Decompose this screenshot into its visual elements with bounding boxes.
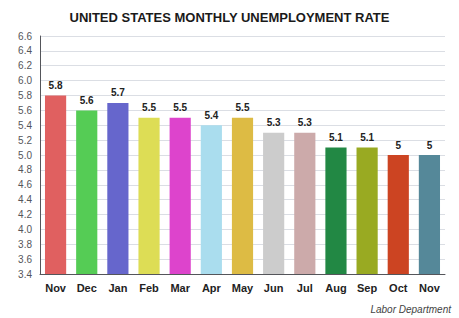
- svg-text:Jan: Jan: [108, 282, 127, 294]
- svg-text:Feb: Feb: [139, 282, 159, 294]
- svg-text:6.2: 6.2: [18, 60, 32, 71]
- svg-text:6.6: 6.6: [18, 31, 32, 42]
- svg-text:Sep: Sep: [357, 282, 377, 294]
- svg-text:Nov: Nov: [45, 282, 67, 294]
- svg-text:5.1: 5.1: [329, 132, 343, 143]
- svg-text:5.5: 5.5: [173, 102, 187, 113]
- svg-text:3.4: 3.4: [18, 269, 32, 280]
- svg-text:6.0: 6.0: [18, 75, 32, 86]
- svg-text:4.6: 4.6: [18, 179, 32, 190]
- svg-text:5.7: 5.7: [111, 87, 125, 98]
- svg-text:UNITED STATES MONTHLY UNEMPLOY: UNITED STATES MONTHLY UNEMPLOYMENT RATE: [70, 10, 390, 25]
- svg-text:Jun: Jun: [264, 282, 284, 294]
- svg-text:3.8: 3.8: [18, 239, 32, 250]
- svg-text:Nov: Nov: [419, 282, 441, 294]
- svg-text:4.4: 4.4: [18, 194, 32, 205]
- svg-text:5: 5: [427, 140, 433, 151]
- svg-text:Dec: Dec: [77, 282, 97, 294]
- svg-text:6.4: 6.4: [18, 45, 32, 56]
- svg-text:Aug: Aug: [325, 282, 346, 294]
- svg-text:5.4: 5.4: [204, 110, 218, 121]
- svg-text:Labor Department: Labor Department: [370, 304, 452, 315]
- svg-text:3.6: 3.6: [18, 254, 32, 265]
- svg-text:4.8: 4.8: [18, 164, 32, 175]
- svg-text:5: 5: [395, 140, 401, 151]
- svg-text:5.5: 5.5: [142, 102, 156, 113]
- svg-text:5.5: 5.5: [236, 102, 250, 113]
- svg-text:May: May: [232, 282, 254, 294]
- svg-text:5.6: 5.6: [18, 105, 32, 116]
- svg-text:5.3: 5.3: [267, 117, 281, 128]
- svg-text:4.0: 4.0: [18, 224, 32, 235]
- svg-text:Mar: Mar: [170, 282, 190, 294]
- svg-text:Apr: Apr: [202, 282, 222, 294]
- svg-text:5.1: 5.1: [360, 132, 374, 143]
- svg-text:Jul: Jul: [297, 282, 313, 294]
- svg-text:5.0: 5.0: [18, 150, 32, 161]
- svg-text:Oct: Oct: [389, 282, 408, 294]
- svg-text:5.2: 5.2: [18, 135, 32, 146]
- svg-text:4.2: 4.2: [18, 209, 32, 220]
- svg-text:5.8: 5.8: [18, 90, 32, 101]
- svg-text:5.3: 5.3: [298, 117, 312, 128]
- svg-text:5.8: 5.8: [49, 80, 63, 91]
- svg-text:5.4: 5.4: [18, 120, 32, 131]
- svg-text:5.6: 5.6: [80, 95, 94, 106]
